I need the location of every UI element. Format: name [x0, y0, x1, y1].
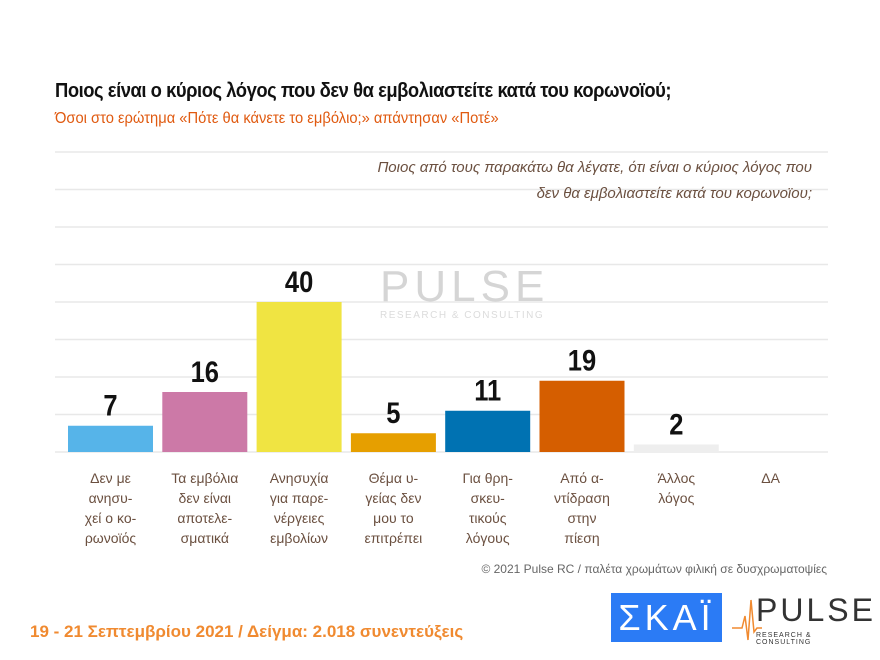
category-label-line: στην [567, 510, 597, 526]
pulse-logo-tagline: RESEARCH & CONSULTING [756, 632, 812, 646]
data-label: 16 [191, 355, 219, 388]
category-label: Δεν με ανησυ-χεί ο κο-ρωνοϊός [64, 468, 158, 548]
category-label-line: ανησυ- [88, 490, 133, 506]
bar [68, 425, 153, 452]
category-label-line: σκευ- [470, 490, 505, 506]
category-label-line: αποτελε- [177, 510, 233, 526]
category-label: Τα εμβόλια δεν είναι αποτελε-σματικά [158, 468, 252, 548]
category-label-line: λόγος [658, 490, 695, 506]
bar-chart: 7 16 40 5 11 19 2 [55, 151, 828, 453]
date-sample: 19 - 21 Σεπτεμβρίου 2021 / Δείγμα: 2.018… [30, 622, 464, 641]
category-label-line: για παρε- [269, 490, 329, 506]
pulse-logo-text: PULSE [756, 592, 876, 628]
bar [633, 444, 719, 452]
watermark-brand: PULSE [380, 262, 550, 311]
data-label: 7 [103, 389, 117, 422]
category-label-line: γείας δεν [365, 490, 422, 506]
category-label-line: Από α- [560, 470, 604, 486]
category-label-line: λόγους [465, 530, 510, 546]
category-label-line: Δεν με [90, 470, 131, 486]
bar [162, 392, 248, 452]
category-label-line: πίεση [564, 530, 600, 546]
category-label-line: δεν είναι [178, 490, 232, 506]
data-label: 5 [386, 396, 400, 429]
category-label: Άλλος λόγος [629, 468, 723, 508]
pulse-wave-icon [732, 599, 762, 641]
category-label-line: εμβολίων [270, 530, 329, 546]
category-label: Ανησυχία για παρε-νέργειες εμβολίων [252, 468, 346, 548]
category-label-line: Ανησυχία [269, 470, 329, 486]
category-label-line: ντίδραση [554, 490, 610, 506]
bar [350, 433, 436, 452]
data-label: 2 [669, 408, 683, 441]
category-label-line: μου το [373, 510, 414, 526]
chart-title: Ποιος είναι ο κύριος λόγος που δεν θα εμ… [55, 80, 672, 102]
pulse-logo: PULSE RESEARCH & CONSULTING [732, 592, 873, 646]
category-label: Για θρη-σκευ-τικούς λόγους [441, 468, 535, 548]
category-label-line: ρωνοϊός [84, 530, 137, 546]
category-label-line: Τα εμβόλια [171, 470, 239, 486]
category-label: ΔΑ [724, 468, 818, 488]
category-label: Θέμα υ-γείας δεν μου το επιτρέπει [346, 468, 440, 548]
category-label-line: Θέμα υ- [368, 470, 419, 486]
category-label: Από α-ντίδραση στην πίεση [535, 468, 629, 548]
category-label-line: Για θρη- [462, 470, 513, 486]
pulse-watermark: PULSE RESEARCH & CONSULTING [380, 262, 549, 321]
data-label: 19 [568, 344, 596, 377]
bar [539, 380, 625, 452]
bar [256, 302, 342, 452]
watermark-tagline: RESEARCH & CONSULTING [380, 310, 545, 321]
chart-subtitle: Όσοι στο ερώτημα «Πότε θα κάνετε το εμβό… [55, 110, 499, 127]
bar [445, 410, 531, 452]
category-label-line: επιτρέπει [364, 530, 423, 546]
category-label-line: σματικά [180, 530, 229, 546]
category-label-line: χεί ο κο- [84, 510, 137, 526]
category-label-line: Άλλος [657, 470, 696, 486]
data-label: 11 [474, 374, 501, 407]
question-text: Ποιος από τους παρακάτω θα λέγατε, ότι ε… [377, 159, 812, 202]
category-label-line: νέργειες [273, 510, 325, 526]
footnote: © 2021 Pulse RC / παλέτα χρωμάτων φιλική… [481, 562, 827, 576]
skai-logo: ΣΚΑΪ [611, 593, 722, 642]
data-label: 40 [285, 265, 313, 298]
category-label-line: ΔΑ [761, 470, 780, 486]
category-label-line: τικούς [468, 510, 507, 526]
